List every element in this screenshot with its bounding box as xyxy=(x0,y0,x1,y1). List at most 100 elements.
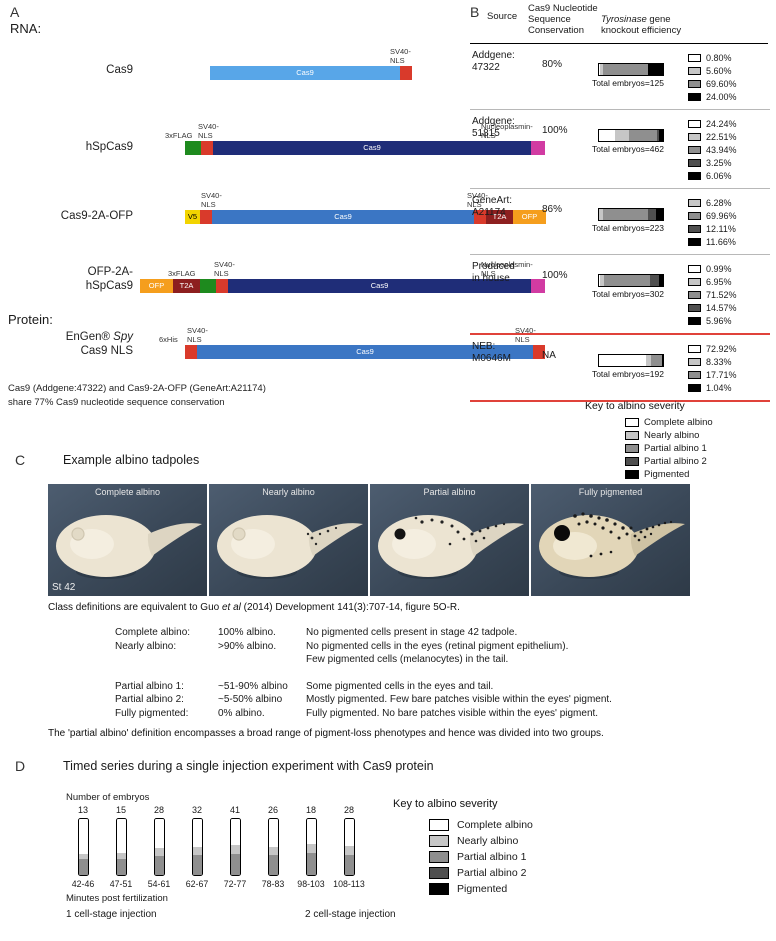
construct-segment: Cas9 xyxy=(212,210,474,224)
bar-segment xyxy=(344,846,354,855)
bar-segment xyxy=(344,854,354,875)
construct-label: Cas9 xyxy=(106,64,133,76)
percentage-label: 24.24% xyxy=(706,118,737,129)
source-cell: NEB: M0646M xyxy=(472,341,511,364)
definition-row: Complete albino: 100% albino. No pigmented… xyxy=(115,626,765,640)
header-conservation-line: Conservation xyxy=(528,25,584,36)
stacked-bar xyxy=(343,818,355,876)
albino-key-item: Pigmented xyxy=(625,468,713,481)
embryo-count: 26 xyxy=(267,805,278,815)
group-label-1cell: 1 cell-stage injection xyxy=(66,909,157,920)
percentage-label: 17.71% xyxy=(706,369,737,380)
percentage-item: 69.96% xyxy=(688,209,764,222)
severity-swatch xyxy=(688,145,701,154)
severity-swatch xyxy=(625,444,639,453)
panelA-caption: Cas9 (Addgene:47322) and Cas9-2A-OFP (Ge… xyxy=(8,382,266,409)
panelB-key: Key to albino severity Complete albino Nea… xyxy=(585,400,713,481)
panelB-rows: Addgene: 47322 80% Total embryos=125 0.80% 5.… xyxy=(470,44,770,402)
severity-swatch xyxy=(625,457,639,466)
group-label-2cell: 2 cell-stage injection xyxy=(305,909,396,920)
severity-swatch xyxy=(688,132,701,141)
construct-label: hSpCas9 xyxy=(85,141,133,153)
construct-annotation: SV40- NLS xyxy=(214,260,235,278)
severity-swatch xyxy=(625,431,639,440)
efficiency-row: Produced in house 100% Total embryos=302 0.9… xyxy=(470,255,770,335)
bar-wrap xyxy=(292,818,330,876)
percentage-label: 71.52% xyxy=(706,289,737,300)
severity-label: Nearly albino xyxy=(457,835,519,847)
timepoint: 26 78-83 xyxy=(254,805,292,889)
construct-bar: V5 Cas9 T2A OFP xyxy=(185,210,546,224)
source-cell: Addgene: 47322 xyxy=(472,50,515,73)
rna-heading: RNA: xyxy=(10,21,42,36)
photo-label: Fully pigmented xyxy=(578,487,643,497)
y-axis-label: Number of embryos xyxy=(66,792,150,803)
efficiency-bar-cell: Total embryos=125 xyxy=(592,50,688,103)
albino-key-items: Complete albino Nearly albino Partial albi… xyxy=(429,817,533,897)
construct-label: OFP-2A-hSpCas9 xyxy=(85,266,133,292)
severity-swatch xyxy=(625,418,639,427)
tadpole-illustration xyxy=(217,515,363,579)
panelD-title: Timed series during a single injection e… xyxy=(63,759,434,773)
albino-key-item: Complete albino xyxy=(625,416,713,429)
severity-label: Complete albino xyxy=(457,819,533,831)
severity-swatch xyxy=(688,211,701,220)
severity-label: Pigmented xyxy=(457,883,508,895)
construct-bar: OFP T2A Cas9 xyxy=(140,279,545,293)
panelC-title: Example albino tadpoles xyxy=(63,453,200,467)
bar-segment xyxy=(78,859,88,875)
header-conservation-line: Sequence xyxy=(528,14,571,25)
construct-segment: OFP xyxy=(140,279,173,293)
percentage-label: 11.66% xyxy=(706,236,736,247)
construct-segment xyxy=(531,279,545,293)
percentage-item: 1.04% xyxy=(688,381,764,394)
stacked-bar xyxy=(598,63,664,76)
bar-segment xyxy=(659,130,663,141)
bar-wrap xyxy=(216,818,254,876)
time-range: 98-103 xyxy=(297,879,325,889)
percentage-item: 5.96% xyxy=(688,314,764,327)
bar-segment xyxy=(649,275,660,286)
time-range: 62-67 xyxy=(185,879,209,889)
construct-segment xyxy=(400,66,412,80)
header-efficiency-line: knockout efficiency xyxy=(601,25,682,36)
construct-segment: Cas9 xyxy=(213,141,531,155)
efficiency-bar-cell: Total embryos=462 xyxy=(592,116,688,182)
efficiency-bar-cell: Total embryos=192 xyxy=(592,341,688,394)
conservation-cell: 80% xyxy=(542,59,563,70)
bar-wrap xyxy=(330,818,368,876)
albino-key-item: Nearly albino xyxy=(429,833,533,849)
severity-swatch xyxy=(688,383,701,392)
severity-swatch xyxy=(688,224,701,233)
severity-label: Partial albino 1 xyxy=(644,443,707,454)
albino-key-item: Partial albino 2 xyxy=(429,865,533,881)
bar-segment xyxy=(614,130,629,141)
construct-annotation: 6xHis xyxy=(159,335,178,344)
percentage-label: 1.04% xyxy=(706,382,732,393)
construct-annotation: SV40- NLS xyxy=(390,47,411,65)
definition-description: Fully pigmented. No bare patches visible… xyxy=(306,707,599,719)
definition-range: ~5-50% albino xyxy=(218,694,283,705)
source-cell: Addgene: 51815 xyxy=(472,116,515,139)
albino-key-item: Complete albino xyxy=(429,817,533,833)
albino-key-items: Complete albino Nearly albino Partial albi… xyxy=(625,416,713,481)
embryo-count: 41 xyxy=(229,805,240,815)
percentage-label: 24.00% xyxy=(706,91,737,102)
tadpole-illustration xyxy=(56,515,202,579)
percentage-item: 71.52% xyxy=(688,288,764,301)
embryo-count: 28 xyxy=(153,805,164,815)
construct-annotation: 3xFLAG xyxy=(165,131,193,140)
header-conservation-line: Cas9 Nucleotide xyxy=(528,3,598,14)
photo-label: Complete albino xyxy=(94,487,161,497)
bar-segment xyxy=(655,209,663,220)
construct-segment: T2A xyxy=(486,210,513,224)
severity-swatch xyxy=(688,92,701,101)
construct-segment xyxy=(200,210,212,224)
construct-bar: Cas9 xyxy=(210,66,412,80)
percentage-label: 14.57% xyxy=(706,302,737,313)
bar-segment xyxy=(116,819,126,853)
severity-swatch xyxy=(688,53,701,62)
conservation-cell: 100% xyxy=(542,270,568,281)
percentage-label: 43.94% xyxy=(706,144,737,155)
construct-segment: Cas9 xyxy=(228,279,531,293)
